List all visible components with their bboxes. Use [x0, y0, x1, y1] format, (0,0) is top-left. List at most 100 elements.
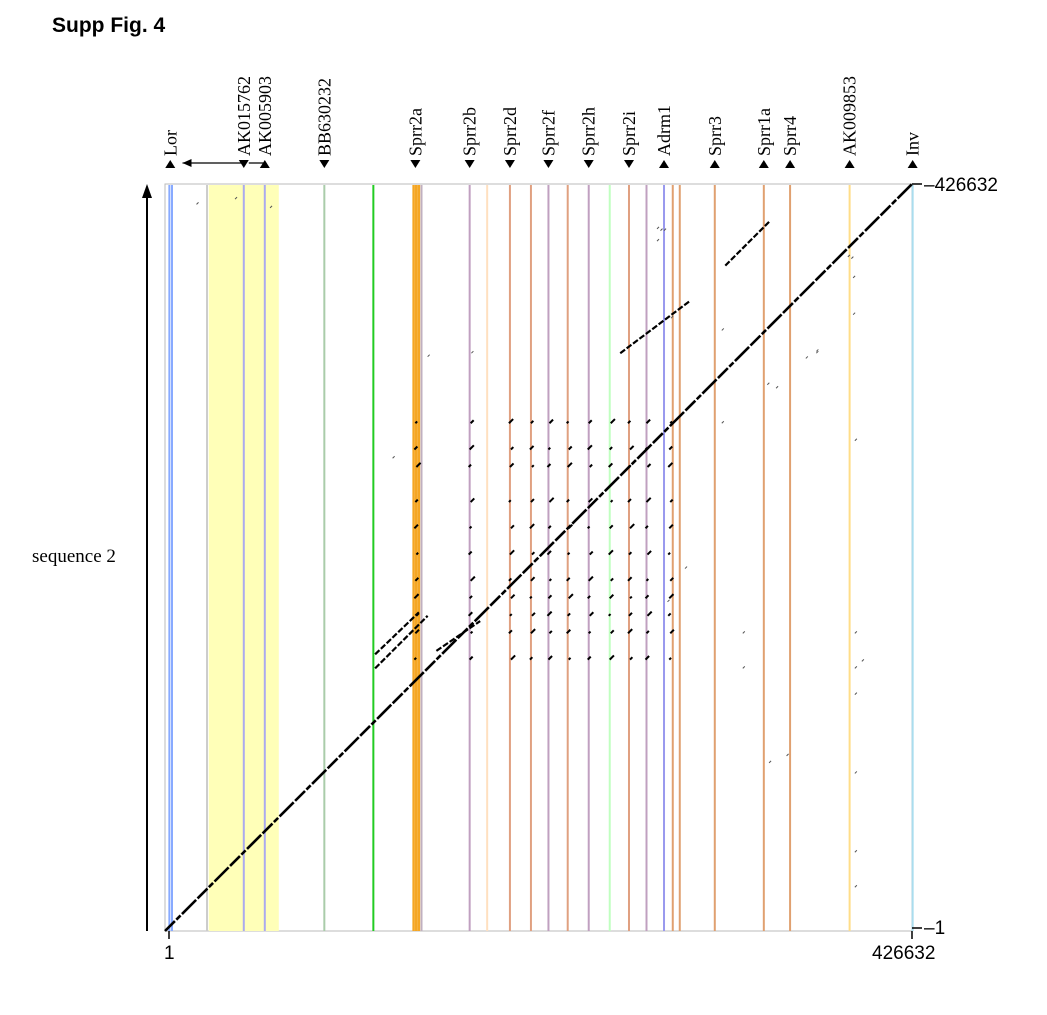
repeat-dot — [668, 523, 674, 529]
repeat-dot — [509, 613, 513, 617]
sparse-dot — [766, 382, 770, 386]
repeat-dot — [587, 444, 593, 451]
repeat-dot — [588, 419, 593, 424]
sparse-dot — [234, 196, 238, 200]
y-tick-label-bottom: –1 — [924, 918, 945, 939]
repeat-dot — [644, 446, 649, 451]
gene-label: AK015762 — [234, 76, 254, 156]
gene-marker — [543, 160, 554, 168]
repeat-dot — [608, 613, 612, 617]
sparse-dot — [656, 226, 660, 230]
repeat-dot — [529, 595, 533, 600]
sparse-dot — [670, 315, 674, 319]
repeat-dot — [469, 419, 475, 424]
repeat-dot — [414, 498, 419, 503]
gene-label: Sprr1a — [754, 108, 774, 156]
repeat-dot — [629, 656, 634, 661]
repeat-dot — [609, 446, 613, 451]
figure-title: Supp Fig. 4 — [52, 14, 166, 37]
gene-marker — [238, 160, 249, 168]
repeat-dot — [669, 498, 674, 503]
repeat-dot — [628, 464, 632, 468]
repeat-dot — [529, 523, 535, 529]
repeat-dot — [644, 525, 649, 529]
repeat-dot — [669, 577, 674, 582]
repeat-dot — [627, 420, 632, 424]
gene-marker — [709, 160, 720, 168]
repeat-dot — [467, 463, 472, 468]
repeat-dot — [413, 593, 420, 600]
repeat-dot — [610, 499, 614, 503]
gene-marker — [758, 160, 769, 168]
repeat-dot — [627, 628, 633, 635]
repeat-dot — [567, 612, 571, 617]
repeat-dot — [469, 630, 474, 635]
sparse-dot — [768, 760, 772, 764]
repeat-dot — [609, 654, 615, 661]
repeat-dot — [646, 550, 652, 556]
repeat-dot — [610, 418, 616, 424]
repeat-dot — [645, 418, 651, 424]
y-tick-label-top: –426632 — [924, 175, 998, 196]
repeat-dot — [547, 594, 553, 600]
repeat-dot — [627, 498, 632, 503]
repeat-dot — [510, 446, 515, 451]
repeat-dot — [548, 497, 555, 503]
repeat-dot — [668, 445, 673, 451]
gene-marker — [844, 160, 855, 168]
repeat-dot — [546, 610, 553, 617]
repeat-dot — [510, 594, 516, 600]
repeat-dot — [629, 445, 635, 451]
repeat-dot — [531, 464, 535, 468]
repeat-dot — [568, 523, 574, 529]
gene-label: Adrm1 — [654, 105, 674, 156]
sparse-dot — [854, 666, 858, 669]
repeat-dot — [568, 445, 573, 451]
repeat-dot — [568, 657, 572, 661]
gene-marker — [259, 160, 270, 168]
sparse-dot — [854, 884, 858, 888]
repeat-dot — [531, 612, 536, 617]
repeat-dot — [609, 524, 614, 529]
repeat-dot — [587, 655, 592, 661]
sparse-dot — [721, 420, 725, 424]
gene-marker — [907, 160, 918, 168]
gene-marker — [165, 160, 176, 168]
repeat-dot — [567, 462, 573, 468]
sparse-dot — [660, 228, 663, 231]
repeat-dot — [530, 498, 535, 503]
repeat-dot — [628, 612, 633, 617]
sparse-dot — [656, 238, 660, 242]
repeat-dot — [566, 498, 570, 503]
repeat-dot — [413, 523, 419, 529]
gene-label: Sprr2h — [579, 107, 599, 156]
gene-band-layer — [168, 185, 914, 931]
repeat-dot — [627, 576, 633, 582]
repeat-dot — [547, 525, 552, 529]
repeat-dot — [508, 499, 512, 503]
gene-label: Sprr2d — [500, 107, 520, 156]
sparse-dot — [854, 849, 858, 853]
repeat-dot — [568, 593, 574, 600]
dot-layer — [164, 183, 913, 932]
repeat-dot — [548, 578, 552, 582]
repeat-dot — [646, 610, 653, 617]
repeat-dot — [668, 657, 672, 661]
gene-span-arrow — [182, 159, 192, 167]
sparse-dot — [269, 205, 273, 209]
repeat-dot — [510, 654, 516, 661]
repeat-dot — [646, 463, 652, 468]
x-tick-label-end: 426632 — [872, 943, 935, 964]
repeat-dot — [530, 628, 536, 635]
gene-label: Sprr3 — [705, 116, 725, 156]
repeat-dot — [588, 497, 594, 503]
sparse-dot — [427, 354, 430, 358]
repeat-dot — [529, 656, 534, 661]
sparse-dot — [852, 312, 856, 316]
repeat-dot — [415, 462, 422, 468]
sparse-dot — [684, 566, 688, 569]
repeat-dot — [548, 418, 554, 424]
repeat-dot — [467, 550, 473, 556]
repeat-dot — [667, 612, 672, 617]
